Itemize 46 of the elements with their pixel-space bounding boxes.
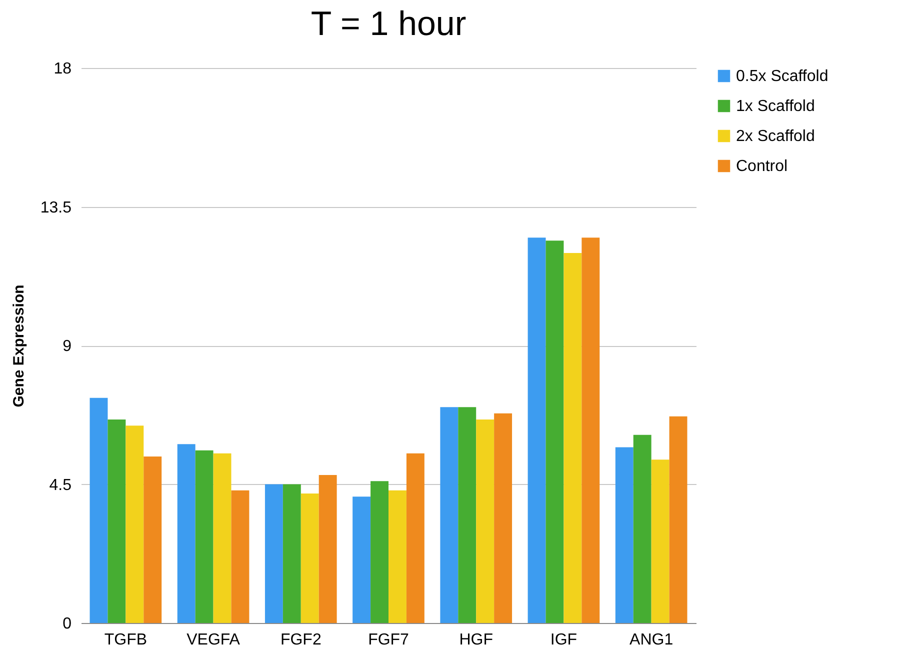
y-tick-label: 18	[54, 60, 72, 78]
bar	[126, 426, 144, 623]
bar	[582, 238, 600, 623]
bar	[300, 494, 319, 623]
bar	[144, 456, 162, 623]
legend-label: Control	[736, 158, 788, 175]
bar	[406, 453, 424, 623]
x-tick-label: TGFB	[104, 632, 148, 648]
x-tick-label: FGF7	[368, 632, 410, 648]
y-tick-label: 4.5	[49, 476, 72, 494]
bar	[388, 490, 406, 623]
bar	[528, 238, 546, 623]
y-tick-label: 0	[62, 616, 72, 632]
legend-label: 2x Scaffold	[736, 128, 815, 145]
x-tick-label: VEGFA	[186, 632, 240, 648]
bar	[651, 460, 670, 623]
x-tick-label: IGF	[550, 632, 578, 648]
legend-label: 1x Scaffold	[736, 98, 815, 115]
bar	[108, 420, 126, 623]
bar	[282, 484, 301, 623]
bar	[264, 484, 283, 623]
bar	[352, 496, 371, 623]
bar	[370, 481, 388, 623]
x-tick-label: ANG1	[630, 632, 674, 648]
bar	[633, 434, 652, 623]
bar	[318, 475, 337, 623]
y-tick-label: 9	[62, 338, 72, 355]
chart-title: T = 1 hour	[310, 5, 466, 43]
bar	[440, 407, 458, 623]
y-tick-label: 13.5	[40, 199, 72, 216]
bar	[90, 398, 108, 623]
bar	[231, 490, 250, 623]
bar	[546, 240, 564, 623]
bar	[177, 444, 196, 623]
x-tick-label: FGF2	[280, 632, 322, 648]
bar	[195, 450, 214, 623]
bar	[476, 420, 494, 623]
bar	[458, 407, 476, 623]
bar	[564, 253, 582, 623]
bar	[615, 447, 634, 623]
y-axis-title: Gene Expression	[10, 284, 28, 408]
x-tick-label: HGF	[459, 632, 494, 648]
bar	[213, 453, 232, 623]
legend-label: 0.5x Scaffold	[736, 68, 828, 85]
bar	[494, 413, 512, 623]
bar	[669, 416, 688, 623]
